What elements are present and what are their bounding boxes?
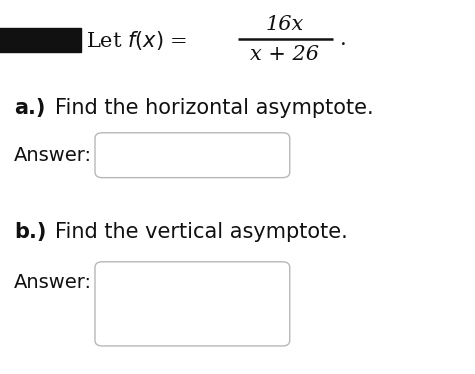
FancyBboxPatch shape xyxy=(95,262,290,346)
Text: Find the horizontal asymptote.: Find the horizontal asymptote. xyxy=(55,98,373,119)
FancyBboxPatch shape xyxy=(95,133,290,178)
Text: .: . xyxy=(340,30,346,49)
Text: Find the vertical asymptote.: Find the vertical asymptote. xyxy=(55,222,347,242)
FancyBboxPatch shape xyxy=(0,28,81,52)
Text: x + 26: x + 26 xyxy=(250,46,320,64)
Text: b.): b.) xyxy=(14,222,47,242)
Text: 16x: 16x xyxy=(266,15,304,34)
Text: Answer:: Answer: xyxy=(14,146,92,165)
Text: Let $f(x)$ =: Let $f(x)$ = xyxy=(86,28,187,52)
Text: a.): a.) xyxy=(14,98,46,119)
Text: Answer:: Answer: xyxy=(14,273,92,292)
